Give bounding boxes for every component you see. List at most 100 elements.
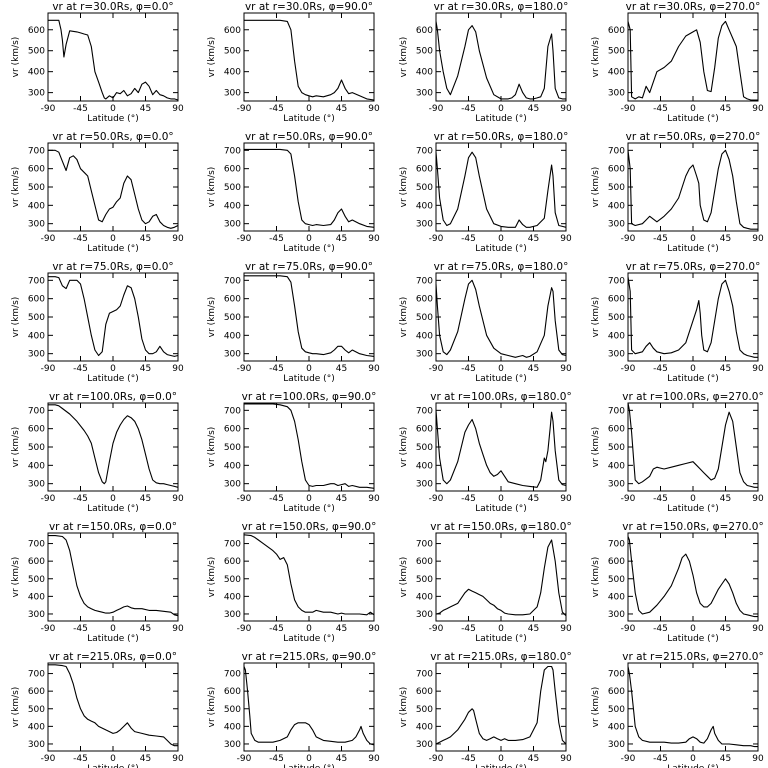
y-tick-label: 700 bbox=[416, 276, 433, 286]
x-tick-label: 45 bbox=[336, 494, 347, 504]
x-axis-label: Latitude (°) bbox=[475, 244, 526, 254]
y-tick-label: 500 bbox=[416, 47, 433, 57]
vr-series-line bbox=[435, 279, 567, 358]
y-tick-label: 300 bbox=[224, 740, 241, 750]
panel-title: vr at r=30.0Rs, φ=0.0° bbox=[52, 1, 173, 13]
y-tick-label: 700 bbox=[224, 540, 241, 550]
y-tick-label: 600 bbox=[608, 165, 625, 175]
x-axis-label: Latitude (°) bbox=[283, 504, 334, 514]
y-axis-label: vr (km/s) bbox=[591, 37, 601, 78]
y-tick-label: 700 bbox=[416, 406, 433, 416]
y-tick-label: 400 bbox=[224, 68, 241, 78]
x-tick-label: 0 bbox=[110, 494, 116, 504]
y-tick-label: 700 bbox=[224, 146, 241, 156]
y-tick-label: 400 bbox=[608, 331, 625, 341]
y-tick-label: 300 bbox=[224, 610, 241, 620]
x-tick-label: -90 bbox=[429, 234, 444, 244]
x-axis-label: Latitude (°) bbox=[475, 114, 526, 124]
x-tick-label: -90 bbox=[429, 754, 444, 764]
y-axis-label: vr (km/s) bbox=[207, 687, 217, 728]
x-tick-label: -45 bbox=[73, 364, 88, 374]
y-tick-label: 600 bbox=[608, 295, 625, 305]
y-tick-label: 400 bbox=[224, 461, 241, 471]
y-tick-label: 500 bbox=[28, 705, 45, 715]
x-tick-label: 45 bbox=[528, 234, 539, 244]
panel-title: vr at r=215.0Rs, φ=90.0° bbox=[242, 651, 377, 663]
y-axis-label: vr (km/s) bbox=[11, 297, 21, 338]
vr-series-line bbox=[243, 534, 375, 616]
x-tick-label: -45 bbox=[269, 754, 284, 764]
y-tick-label: 400 bbox=[28, 592, 45, 602]
y-tick-label: 300 bbox=[28, 740, 45, 750]
panel-title: vr at r=100.0Rs, φ=180.0° bbox=[430, 391, 571, 403]
panel-r4-c0: vr at r=150.0Rs, φ=0.0° -90 -45 0 45 90 300 400… bbox=[11, 521, 184, 644]
y-tick-label: 300 bbox=[28, 350, 45, 360]
y-axis-label: vr (km/s) bbox=[591, 557, 601, 598]
x-tick-label: -90 bbox=[41, 494, 56, 504]
y-tick-label: 300 bbox=[608, 610, 625, 620]
x-tick-label: -45 bbox=[461, 104, 476, 114]
y-tick-label: 600 bbox=[28, 165, 45, 175]
vr-series-line bbox=[435, 151, 567, 228]
x-tick-label: -45 bbox=[269, 494, 284, 504]
x-tick-label: 90 bbox=[172, 364, 184, 374]
x-tick-label: -90 bbox=[621, 494, 636, 504]
y-tick-label: 500 bbox=[224, 443, 241, 453]
x-tick-label: -90 bbox=[41, 104, 56, 114]
y-tick-label: 300 bbox=[28, 610, 45, 620]
panel-title: vr at r=100.0Rs, φ=90.0° bbox=[242, 391, 377, 403]
x-tick-label: 0 bbox=[110, 624, 116, 634]
y-tick-label: 500 bbox=[416, 443, 433, 453]
x-tick-label: 45 bbox=[528, 364, 539, 374]
x-tick-label: -90 bbox=[429, 364, 444, 374]
panel-title: vr at r=50.0Rs, φ=0.0° bbox=[52, 131, 173, 143]
x-tick-label: 0 bbox=[690, 364, 696, 374]
panel-r5-c3: vr at r=215.0Rs, φ=270.0° -90 -45 0 45 90 300 4… bbox=[591, 651, 764, 768]
x-axis-label: Latitude (°) bbox=[87, 114, 138, 124]
x-axis-label: Latitude (°) bbox=[87, 374, 138, 384]
x-tick-label: -90 bbox=[429, 104, 444, 114]
x-tick-label: -90 bbox=[237, 364, 252, 374]
y-tick-label: 300 bbox=[416, 480, 433, 490]
y-tick-label: 500 bbox=[28, 47, 45, 57]
x-tick-label: 0 bbox=[498, 494, 504, 504]
x-tick-label: 0 bbox=[110, 234, 116, 244]
y-tick-label: 600 bbox=[608, 557, 625, 567]
panel-title: vr at r=215.0Rs, φ=270.0° bbox=[622, 651, 763, 663]
panel-title: vr at r=100.0Rs, φ=0.0° bbox=[49, 391, 177, 403]
y-tick-label: 600 bbox=[28, 687, 45, 697]
x-tick-label: -45 bbox=[73, 754, 88, 764]
y-tick-label: 500 bbox=[416, 575, 433, 585]
x-axis-label: Latitude (°) bbox=[283, 634, 334, 644]
y-tick-label: 600 bbox=[416, 687, 433, 697]
y-axis-label: vr (km/s) bbox=[207, 167, 217, 208]
y-tick-label: 500 bbox=[416, 183, 433, 193]
panel-r0-c0: vr at r=30.0Rs, φ=0.0° -90 -45 0 45 90 300 400 5… bbox=[11, 1, 184, 124]
x-tick-label: -45 bbox=[461, 364, 476, 374]
y-tick-label: 600 bbox=[416, 425, 433, 435]
x-tick-label: 45 bbox=[528, 624, 539, 634]
x-axis-label: Latitude (°) bbox=[87, 764, 138, 768]
x-tick-label: -90 bbox=[41, 754, 56, 764]
x-axis-label: Latitude (°) bbox=[667, 244, 718, 254]
y-tick-label: 300 bbox=[416, 220, 433, 230]
plot-frame bbox=[627, 272, 759, 362]
x-tick-label: 90 bbox=[752, 494, 764, 504]
panel-r0-c2: vr at r=30.0Rs, φ=180.0° -90 -45 0 45 90 300 40… bbox=[399, 1, 572, 124]
y-tick-label: 600 bbox=[224, 26, 241, 36]
y-tick-label: 400 bbox=[416, 68, 433, 78]
x-tick-label: 90 bbox=[752, 754, 764, 764]
vr-series-line bbox=[627, 402, 758, 488]
y-tick-label: 700 bbox=[28, 670, 45, 680]
vr-series-line bbox=[244, 403, 375, 489]
panel-r4-c3: vr at r=150.0Rs, φ=270.0° -90 -45 0 45 90 300 4… bbox=[591, 521, 764, 644]
x-tick-label: -45 bbox=[461, 234, 476, 244]
x-tick-label: -45 bbox=[73, 234, 88, 244]
vr-series-line bbox=[48, 664, 178, 747]
x-tick-label: 90 bbox=[172, 234, 184, 244]
y-tick-label: 500 bbox=[224, 313, 241, 323]
vr-series-line bbox=[48, 149, 179, 229]
panel-title: vr at r=150.0Rs, φ=270.0° bbox=[622, 521, 763, 533]
panel-r5-c1: vr at r=215.0Rs, φ=90.0° -90 -45 0 45 90 300 40… bbox=[207, 651, 380, 768]
